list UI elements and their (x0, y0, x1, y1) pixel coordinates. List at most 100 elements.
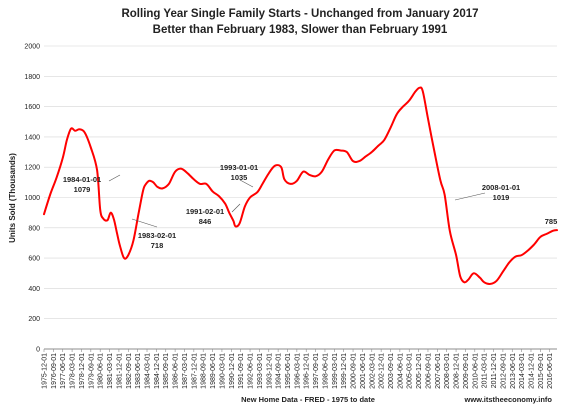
x-tick-label: 2007-06-01 (435, 353, 442, 389)
x-tick-label: 2011-03-01 (482, 353, 489, 388)
x-tick-label: 1978-12-01 (79, 353, 86, 389)
annotation-value: 1019 (493, 193, 510, 202)
chart-subtitle: Better than February 1983, Slower than F… (153, 24, 448, 36)
chart-title: Rolling Year Single Family Starts - Unch… (121, 8, 478, 20)
x-tick-label: 2011-12-01 (491, 353, 498, 388)
x-tick-label: 2003-09-01 (388, 353, 395, 389)
x-tick-label: 1984-03-01 (145, 353, 152, 389)
x-tick-label: 2014-03-01 (519, 353, 526, 389)
x-axis: 1975-12-01 1976-09-01 1977-06-01 1978-03-01… (42, 349, 554, 389)
x-tick-label: 1978-03-01 (70, 353, 77, 389)
x-tick-label: 2002-12-01 (379, 353, 386, 389)
y-axis: 0 200 400 600 800 1000 1200 1400 1600 1800 2000 (24, 44, 40, 354)
footer-site: www.itstheeconomy.info (463, 395, 552, 404)
x-tick-label: 1996-03-01 (294, 353, 301, 389)
y-tick-label: 1000 (24, 195, 40, 202)
annotation-date: 1993-01-01 (220, 163, 258, 172)
annotation-date: 1991-02-01 (186, 207, 224, 216)
x-tick-label: 1997-09-01 (313, 353, 320, 389)
y-tick-label: 1200 (24, 165, 40, 172)
x-tick-label: 2013-06-01 (510, 353, 517, 389)
x-tick-label: 1996-12-01 (304, 353, 311, 389)
annotation-value: 785 (545, 217, 558, 226)
x-tick-label: 1993-03-01 (257, 353, 264, 389)
x-tick-label: 1976-09-01 (51, 353, 58, 389)
x-tick-label: 2000-09-01 (351, 353, 358, 389)
x-tick-label: 1977-06-01 (60, 353, 67, 389)
x-tick-label: 1999-03-01 (332, 353, 339, 389)
x-tick-label: 2015-09-01 (538, 353, 545, 389)
x-tick-label: 1984-12-01 (154, 353, 161, 389)
y-axis-label: Units Sold (Thousands) (8, 153, 17, 243)
x-tick-label: 2014-12-01 (528, 353, 535, 389)
x-tick-label: 2008-12-01 (454, 353, 461, 389)
y-tick-label: 400 (28, 286, 40, 293)
y-tick-label: 1800 (24, 74, 40, 81)
annotation-date: 1983-02-01 (138, 231, 176, 240)
x-tick-label: 1990-12-01 (229, 353, 236, 389)
y-tick-label: 600 (28, 256, 40, 263)
series-line (43, 86, 558, 285)
annotation-value: 1079 (74, 185, 91, 194)
x-tick-label: 1979-09-01 (88, 353, 95, 389)
x-tick-label: 1998-06-01 (322, 353, 329, 389)
x-tick-label: 2008-03-01 (444, 353, 451, 389)
x-tick-label: 1993-12-01 (266, 353, 273, 389)
x-tick-label: 1980-06-01 (98, 353, 105, 389)
y-tick-label: 0 (36, 347, 40, 354)
x-tick-label: 1982-09-01 (126, 353, 133, 389)
x-tick-label: 1987-03-01 (182, 353, 189, 389)
x-tick-label: 2009-09-01 (463, 353, 470, 389)
annotation-date: 1984-01-01 (63, 175, 101, 184)
x-tick-label: 2016-06-01 (547, 353, 554, 389)
x-tick-label: 1985-09-01 (163, 353, 170, 389)
annotation-date: 2008-01-01 (482, 183, 520, 192)
x-tick-label: 2004-06-01 (397, 353, 404, 389)
x-tick-label: 1975-12-01 (42, 353, 49, 389)
x-tick-label: 1999-12-01 (341, 353, 348, 389)
annotation: 785 (545, 217, 558, 226)
y-tick-label: 200 (28, 316, 40, 323)
y-tick-label: 2000 (24, 44, 40, 51)
x-tick-label: 1995-06-01 (285, 353, 292, 389)
footer-source: New Home Data - FRED - 1975 to date (241, 395, 375, 404)
annotation-value: 718 (151, 241, 164, 250)
x-tick-label: 1991-09-01 (238, 353, 245, 389)
y-tick-label: 1600 (24, 104, 40, 111)
x-tick-label: 1987-12-01 (191, 353, 198, 389)
annotation-leader (131, 218, 158, 228)
y-tick-label: 800 (28, 225, 40, 232)
x-tick-label: 2001-06-01 (360, 353, 367, 389)
gridlines (44, 45, 557, 350)
x-tick-label: 1994-09-01 (276, 353, 283, 389)
annotation-leader (454, 192, 486, 201)
x-tick-label: 2010-06-01 (472, 353, 479, 389)
x-tick-label: 1981-03-01 (107, 353, 114, 389)
annotation-leader (239, 179, 254, 188)
x-tick-label: 2002-03-01 (369, 353, 376, 389)
annotation-value: 846 (199, 217, 212, 226)
x-tick-label: 2012-09-01 (500, 353, 507, 389)
x-tick-label: 1988-09-01 (201, 353, 208, 389)
x-tick-label: 1992-06-01 (248, 353, 255, 389)
annotation-value: 1035 (231, 173, 248, 182)
x-tick-label: 1986-06-01 (173, 353, 180, 389)
annotation-leader (108, 174, 121, 182)
x-tick-label: 2006-09-01 (425, 353, 432, 389)
x-tick-label: 2005-03-01 (407, 353, 414, 389)
annotation-leader (231, 203, 241, 213)
x-tick-label: 2005-12-01 (416, 353, 423, 389)
x-tick-label: 1981-12-01 (116, 353, 123, 389)
y-tick-label: 1400 (24, 134, 40, 141)
x-tick-label: 1983-06-01 (135, 353, 142, 389)
x-tick-label: 1989-06-01 (210, 353, 217, 389)
series-layer (43, 86, 558, 285)
x-tick-label: 1990-03-01 (219, 353, 226, 389)
